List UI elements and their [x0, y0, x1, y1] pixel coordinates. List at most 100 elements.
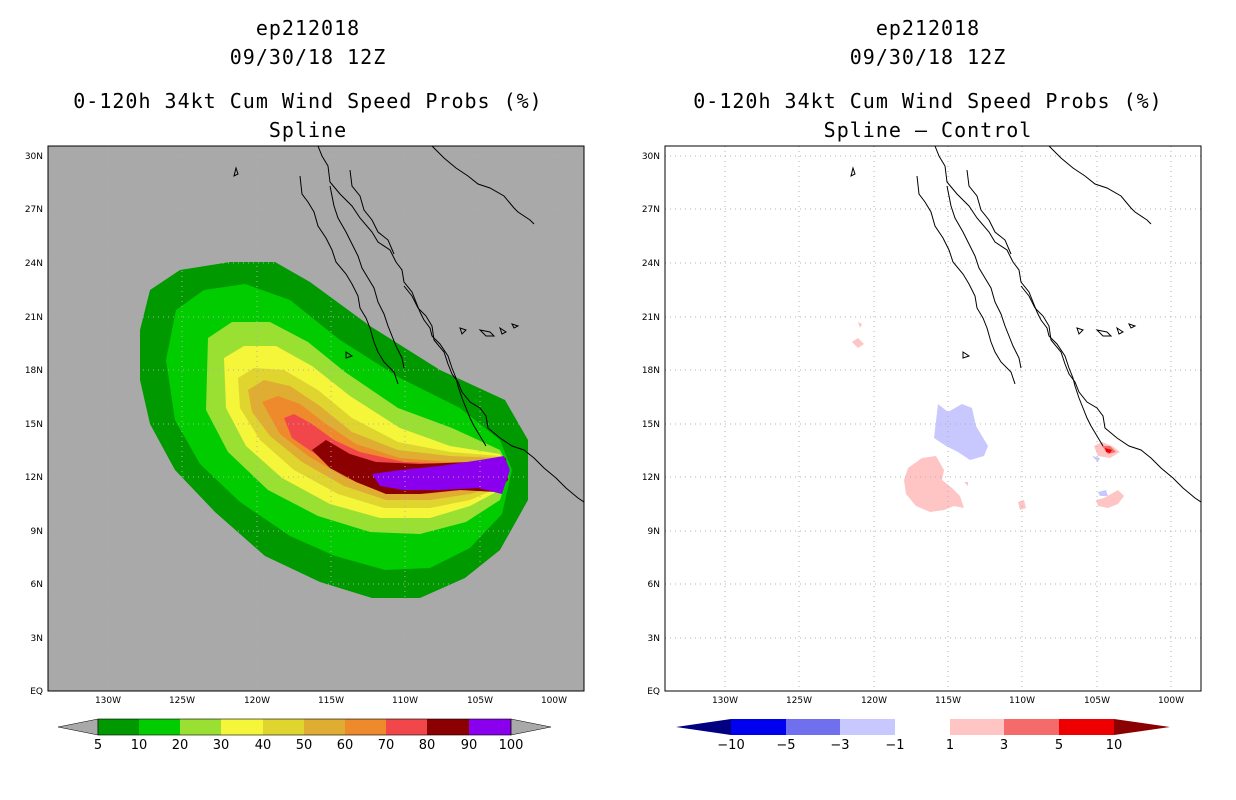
right-colorbar-low-arrow	[676, 719, 731, 735]
colorbar-swatch	[98, 719, 139, 735]
left-probability-contours	[140, 262, 528, 598]
lat-label: 27N	[25, 205, 43, 215]
colorbar-swatch	[950, 719, 1004, 735]
lat-label: 6N	[31, 580, 43, 590]
left-product: 0-120h 34kt Cum Wind Speed Probs (%)	[73, 89, 543, 113]
lon-label: 115W	[935, 696, 961, 706]
lat-label: 27N	[642, 205, 660, 215]
lon-label: 125W	[169, 696, 195, 706]
left-storm-id: ep212018	[255, 16, 361, 40]
lat-label: 24N	[642, 259, 660, 269]
lon-label: 120W	[861, 696, 887, 706]
colorbar-swatch	[304, 719, 345, 735]
colorbar-label: 5	[1055, 738, 1063, 753]
colorbar-label: 40	[255, 738, 272, 753]
contour-90	[372, 456, 510, 494]
lat-label: 9N	[648, 527, 660, 537]
right-storm-id: ep212018	[875, 16, 981, 40]
lat-label: 30N	[642, 152, 660, 162]
colorbar-label: 100	[499, 738, 524, 753]
left-map: 30N 27N 24N 21N 18N 15N 12N 9N 6N 3N EQ …	[25, 145, 585, 753]
lat-label: 18N	[642, 366, 660, 376]
right-map-frame	[664, 145, 1202, 692]
lat-label: 9N	[31, 527, 43, 537]
colorbar-label: 50	[296, 738, 313, 753]
colorbar-swatch	[139, 719, 180, 735]
colorbar-swatch	[427, 719, 469, 735]
lon-label: 100W	[1158, 696, 1184, 706]
colorbar-label: 60	[337, 738, 354, 753]
right-product: 0-120h 34kt Cum Wind Speed Probs (%)	[693, 89, 1163, 113]
lat-label: 21N	[642, 313, 660, 323]
lat-label: 24N	[25, 259, 43, 269]
colorbar-swatch	[731, 719, 786, 735]
lon-label: 130W	[712, 696, 738, 706]
colorbar-label: 80	[419, 738, 436, 753]
lat-label: EQ	[30, 687, 43, 697]
left-lon-labels: 130W 125W 120W 115W 110W 105W 100W	[95, 696, 567, 706]
lon-label: 115W	[318, 696, 344, 706]
colorbar-label: 10	[131, 738, 148, 753]
colorbar-swatch	[786, 719, 840, 735]
colorbar-swatch	[1059, 719, 1114, 735]
negative-diff-area	[1092, 456, 1100, 462]
left-title-block: ep212018 09/30/18 12Z 0-120h 34kt Cum Wi…	[0, 14, 616, 145]
positive-diff-area	[1018, 500, 1026, 510]
colorbar-swatch	[263, 719, 304, 735]
positive-diff-area	[1096, 490, 1124, 508]
left-lat-labels: 30N 27N 24N 21N 18N 15N 12N 9N 6N 3N EQ	[25, 152, 43, 697]
right-colorbar: −10 −5 −3 −1 1 3 5 10	[676, 719, 1170, 753]
lon-label: 105W	[467, 696, 493, 706]
positive-diff-max	[1105, 448, 1112, 453]
colorbar-swatch	[1004, 719, 1059, 735]
colorbar-label: −3	[830, 738, 849, 753]
right-grid	[665, 146, 1201, 691]
lon-label: 100W	[541, 696, 567, 706]
colorbar-label: 30	[213, 738, 230, 753]
lat-label: 18N	[25, 366, 43, 376]
colorbar-label: 3	[1000, 738, 1008, 753]
colorbar-label: −10	[717, 738, 744, 753]
negative-diff-area	[1098, 490, 1108, 496]
left-datetime: 09/30/18 12Z	[229, 45, 387, 69]
lat-label: 12N	[642, 473, 660, 483]
colorbar-swatch	[469, 719, 511, 735]
lat-label: 6N	[648, 580, 660, 590]
lat-label: EQ	[647, 687, 660, 697]
lat-label: 30N	[25, 152, 43, 162]
colorbar-label: 70	[378, 738, 395, 753]
left-grid	[48, 146, 584, 691]
lat-label: 3N	[648, 634, 660, 644]
left-colorbar: 5 10 20 30 40 50 60 70 80 90 100	[57, 718, 552, 753]
lat-label: 12N	[25, 473, 43, 483]
positive-diff-area	[858, 322, 862, 328]
colorbar-label: 1	[946, 738, 954, 753]
left-map-frame	[47, 145, 585, 692]
right-map: 30N 27N 24N 21N 18N 15N 12N 9N 6N 3N EQ …	[642, 145, 1202, 753]
lat-label: 21N	[25, 313, 43, 323]
lon-label: 110W	[392, 696, 418, 706]
colorbar-label: 5	[94, 738, 102, 753]
lon-label: 105W	[1084, 696, 1110, 706]
colorbar-swatch	[840, 719, 895, 735]
right-subtitle: Spline – Control	[823, 118, 1033, 142]
colorbar-label: −1	[885, 738, 904, 753]
colorbar-label: 20	[172, 738, 189, 753]
positive-diff-area	[964, 482, 968, 486]
lat-label: 15N	[25, 420, 43, 430]
lat-label: 3N	[31, 634, 43, 644]
lon-label: 130W	[95, 696, 121, 706]
right-colorbar-high-arrow	[1114, 719, 1170, 735]
positive-diff-area	[904, 456, 964, 512]
right-title-block: ep212018 09/30/18 12Z 0-120h 34kt Cum Wi…	[620, 14, 1236, 145]
left-colorbar-low-arrow	[57, 718, 99, 736]
colorbar-swatch	[221, 719, 263, 735]
right-lon-labels: 130W 125W 120W 115W 110W 105W 100W	[712, 696, 1184, 706]
colorbar-label: 90	[461, 738, 478, 753]
lon-label: 125W	[786, 696, 812, 706]
colorbar-swatch	[180, 719, 221, 735]
colorbar-label: 10	[1106, 738, 1123, 753]
colorbar-swatch	[345, 719, 386, 735]
positive-diff-area	[852, 338, 864, 348]
